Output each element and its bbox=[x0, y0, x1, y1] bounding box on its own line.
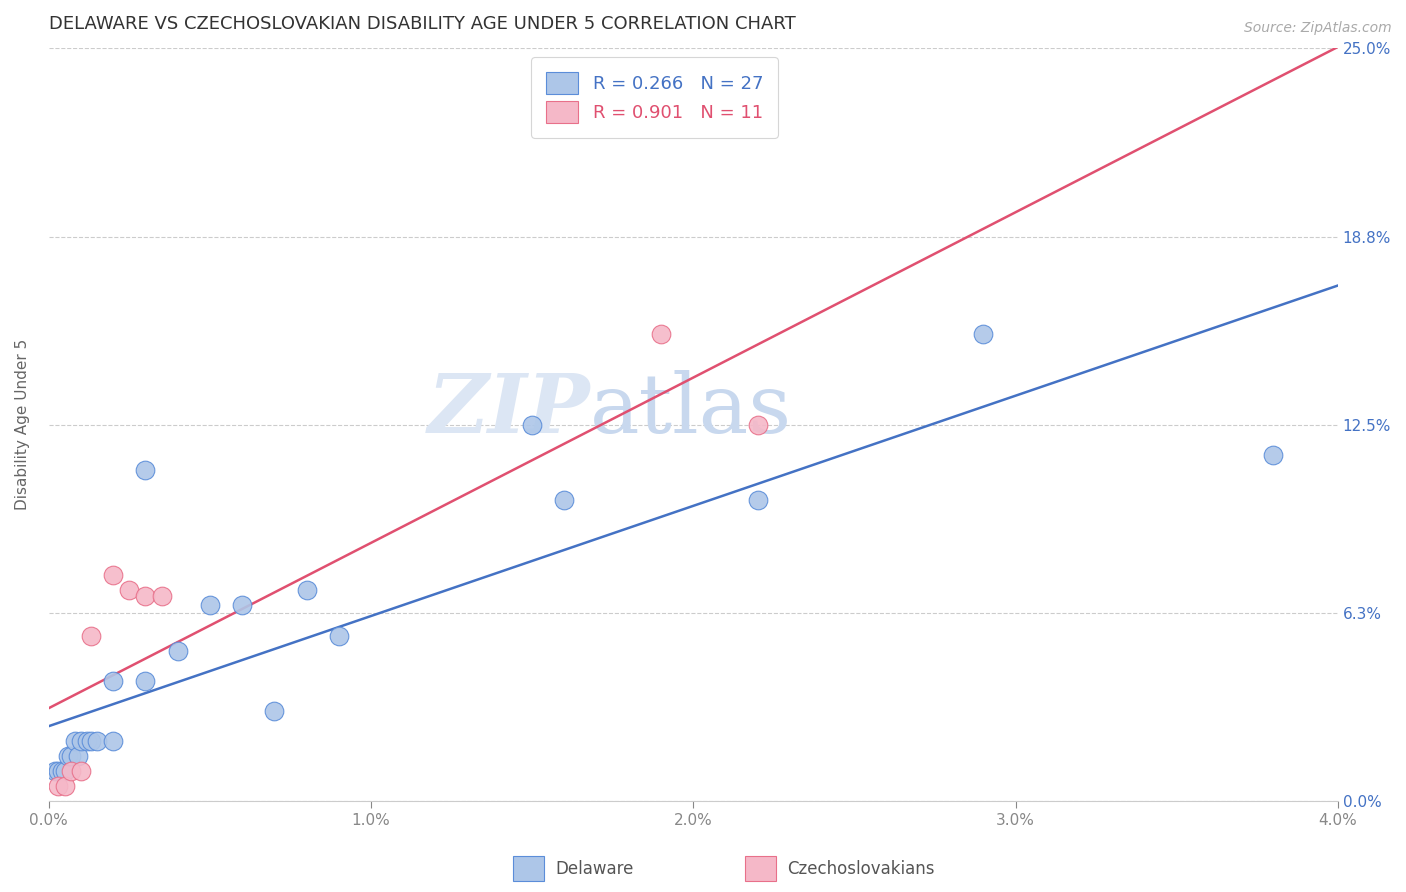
Point bbox=[63, 734, 86, 748]
Point bbox=[118, 583, 141, 598]
Text: ZIP: ZIP bbox=[427, 370, 591, 450]
Text: Source: ZipAtlas.com: Source: ZipAtlas.com bbox=[1244, 21, 1392, 35]
Point bbox=[553, 493, 575, 508]
Point bbox=[48, 764, 70, 778]
Text: Delaware: Delaware bbox=[555, 860, 634, 878]
Point bbox=[60, 764, 83, 778]
Point bbox=[650, 327, 672, 342]
Point bbox=[70, 734, 93, 748]
Point bbox=[48, 779, 70, 793]
Point bbox=[1263, 448, 1285, 462]
Point bbox=[53, 779, 76, 793]
Point bbox=[56, 749, 79, 764]
Point bbox=[166, 643, 188, 657]
Point bbox=[66, 749, 89, 764]
Point bbox=[972, 327, 994, 342]
Point bbox=[328, 628, 350, 642]
Point bbox=[53, 764, 76, 778]
Point bbox=[103, 734, 125, 748]
Text: atlas: atlas bbox=[591, 370, 792, 450]
Point bbox=[520, 417, 543, 432]
Point bbox=[295, 583, 318, 598]
Text: DELAWARE VS CZECHOSLOVAKIAN DISABILITY AGE UNDER 5 CORRELATION CHART: DELAWARE VS CZECHOSLOVAKIAN DISABILITY A… bbox=[49, 15, 796, 33]
Point bbox=[70, 764, 93, 778]
Point bbox=[79, 734, 101, 748]
Point bbox=[134, 590, 156, 604]
Point bbox=[60, 749, 83, 764]
Point bbox=[747, 493, 769, 508]
Point bbox=[79, 628, 101, 642]
Point bbox=[747, 417, 769, 432]
Point bbox=[263, 704, 285, 718]
Point bbox=[44, 764, 66, 778]
Point bbox=[198, 599, 221, 613]
Point bbox=[76, 734, 98, 748]
Point bbox=[51, 764, 73, 778]
Point bbox=[103, 673, 125, 688]
Y-axis label: Disability Age Under 5: Disability Age Under 5 bbox=[15, 339, 30, 510]
Point bbox=[103, 568, 125, 582]
Point bbox=[134, 673, 156, 688]
Point bbox=[150, 590, 173, 604]
Legend: R = 0.266   N = 27, R = 0.901   N = 11: R = 0.266 N = 27, R = 0.901 N = 11 bbox=[531, 57, 778, 137]
Point bbox=[134, 463, 156, 477]
Point bbox=[231, 599, 253, 613]
Point bbox=[86, 734, 108, 748]
Text: Czechoslovakians: Czechoslovakians bbox=[787, 860, 935, 878]
